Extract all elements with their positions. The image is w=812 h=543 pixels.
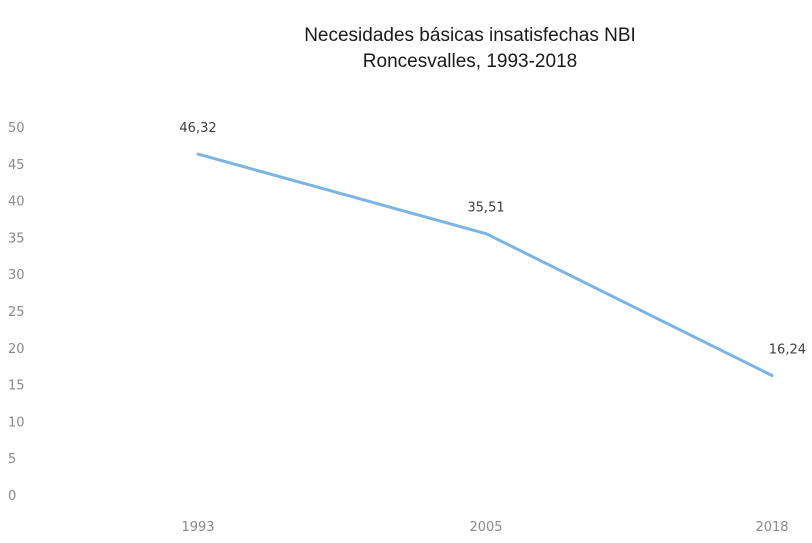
data-labels: 46,32 35,51 16,24	[179, 121, 806, 357]
x-axis-tick-labels: 1993 2005 2018	[181, 520, 788, 535]
x-tick-label: 2018	[755, 520, 788, 535]
y-tick-label: 35	[8, 231, 25, 246]
y-axis-tick-labels: 0 5 10 15 20 25 30 35 40 45 50	[8, 121, 25, 504]
chart-title: Necesidades básicas insatisfechas NBI	[304, 25, 636, 46]
y-tick-label: 50	[8, 121, 25, 136]
data-label: 46,32	[179, 121, 216, 136]
chart-subtitle: Roncesvalles, 1993-2018	[363, 51, 577, 72]
y-tick-label: 45	[8, 158, 25, 173]
y-tick-label: 40	[8, 195, 25, 210]
y-tick-label: 30	[8, 268, 25, 283]
data-label: 16,24	[769, 342, 806, 357]
y-tick-label: 25	[8, 305, 25, 320]
y-tick-label: 0	[8, 489, 16, 504]
series-layer	[196, 152, 774, 377]
y-tick-label: 5	[8, 452, 16, 467]
data-label: 35,51	[467, 201, 504, 216]
x-tick-label: 1993	[181, 520, 214, 535]
x-tick-label: 2005	[469, 520, 502, 535]
y-tick-label: 20	[8, 342, 25, 357]
series-line	[196, 152, 774, 377]
y-tick-label: 10	[8, 415, 25, 430]
y-tick-label: 15	[8, 379, 25, 394]
